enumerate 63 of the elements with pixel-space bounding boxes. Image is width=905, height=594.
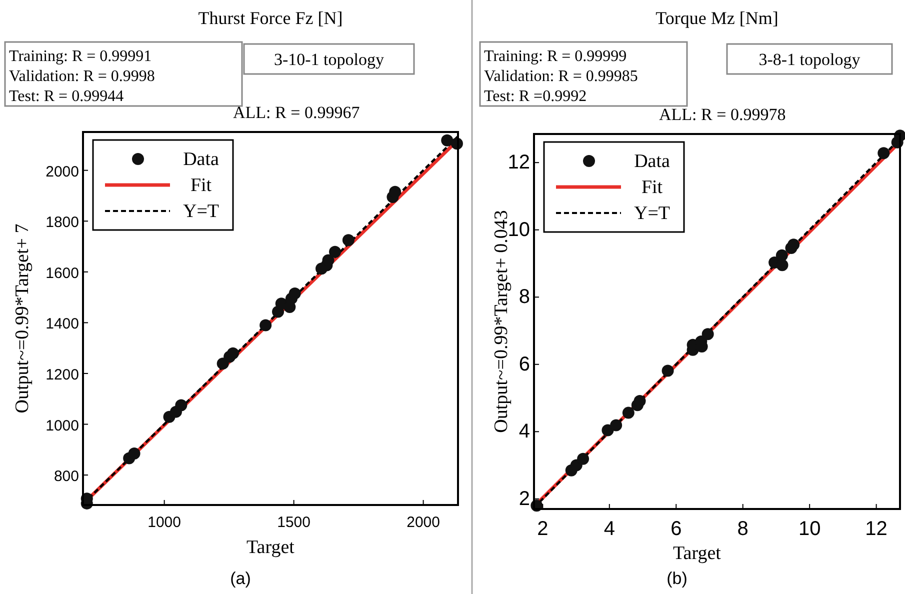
legend-label: Fit xyxy=(641,177,664,198)
x-axis-title: Target xyxy=(246,537,296,558)
text: 3-10-1 topology xyxy=(274,50,385,69)
x-tick-label: 1000 xyxy=(148,514,182,531)
y-tick-label: 4 xyxy=(518,420,530,443)
text: Training: R = 0.99991 xyxy=(9,48,152,65)
text: ALL: R = 0.99978 xyxy=(659,105,786,124)
legend-label: Y=T xyxy=(634,203,670,224)
chart-title: Thurst Force Fz [N] xyxy=(198,8,343,28)
point xyxy=(389,186,402,198)
x-tick-label: 12 xyxy=(865,518,888,540)
point xyxy=(342,234,354,246)
legend-label: Y=T xyxy=(182,201,220,222)
point xyxy=(776,249,788,262)
y-tick-label: 1400 xyxy=(46,316,79,333)
point xyxy=(260,319,272,332)
legend-label: Fit xyxy=(190,175,212,196)
point xyxy=(622,406,634,419)
text: (a) xyxy=(230,569,251,588)
y-tick-label: 6 xyxy=(518,353,530,376)
y-tick-label: 2 xyxy=(518,488,530,510)
x-tick-label: 10 xyxy=(798,518,821,540)
point xyxy=(702,328,714,340)
y-tick-label: 12 xyxy=(508,152,530,174)
point xyxy=(175,399,188,412)
y-tick-label: 800 xyxy=(54,468,79,486)
text: Test: R = 0.99944 xyxy=(9,88,124,105)
point xyxy=(788,238,800,251)
x-tick-label: 6 xyxy=(670,518,682,540)
point xyxy=(610,419,622,432)
x-tick-label: 1500 xyxy=(277,514,310,531)
text: Test: R =0.9992 xyxy=(484,88,587,105)
legend-label: Data xyxy=(634,151,670,172)
text: Validation: R = 0.9998 xyxy=(9,68,155,85)
point xyxy=(226,347,239,360)
point xyxy=(776,259,788,272)
point xyxy=(662,364,674,377)
y-tick-label: 1800 xyxy=(46,214,79,232)
point xyxy=(577,452,590,465)
y-tick-label: 1600 xyxy=(46,264,79,282)
y-axis-title: Output~=0.99*Target+ 7 xyxy=(12,224,33,414)
x-tick-label: 2000 xyxy=(406,514,440,531)
x-axis-title: Target xyxy=(673,543,722,564)
y-tick-label: 8 xyxy=(518,286,530,308)
y-tick-label: 1200 xyxy=(46,366,79,384)
x-tick-label: 8 xyxy=(737,518,748,540)
x-tick-label: 4 xyxy=(604,518,615,540)
point xyxy=(128,447,140,460)
point xyxy=(441,134,454,146)
text: 3-8-1 topology xyxy=(758,50,861,69)
point xyxy=(878,147,890,160)
y-tick-label: 1000 xyxy=(46,417,79,434)
x-tick-label: 2 xyxy=(537,518,548,540)
text: Training: R = 0.99999 xyxy=(484,48,627,65)
text: Validation: R = 0.99985 xyxy=(484,68,638,85)
y-tick-label: 2000 xyxy=(46,163,79,180)
legend-label: Data xyxy=(183,149,220,170)
chart-title: Torque Mz [Nm] xyxy=(656,8,778,28)
text: (b) xyxy=(666,569,688,588)
point xyxy=(328,246,341,258)
point xyxy=(634,395,646,408)
point xyxy=(288,287,301,300)
text: ALL: R = 0.99967 xyxy=(233,103,360,122)
